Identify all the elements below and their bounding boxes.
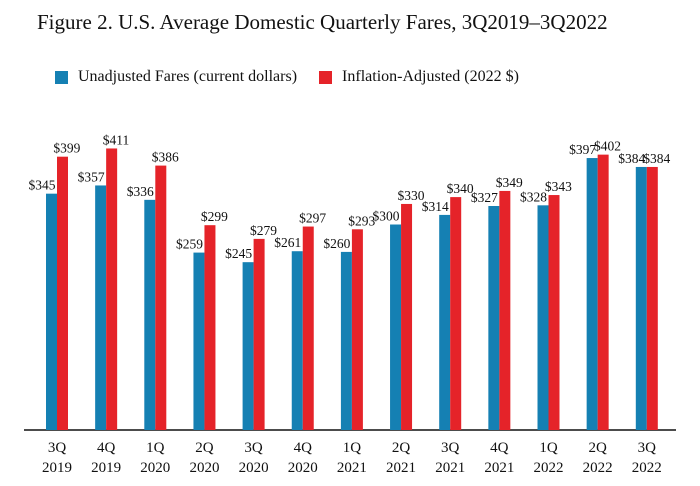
data-label-unadjusted-3Q-2019: $345 [29, 178, 56, 193]
data-label-unadjusted-4Q-2020: $261 [274, 235, 301, 250]
tick-label-quarter: 2Q [392, 440, 411, 456]
data-label-adjusted-1Q-2022: $343 [545, 179, 572, 194]
data-label-adjusted-4Q-2020: $297 [299, 211, 326, 226]
tick-label-year: 2022 [632, 460, 662, 476]
legend-swatch-unadjusted [55, 70, 68, 84]
tick-label-quarter: 4Q [294, 440, 313, 456]
bar-unadjusted-3Q-2021 [439, 214, 451, 430]
bar-adjusted-1Q-2020 [155, 165, 167, 430]
bar-adjusted-4Q-2020 [302, 226, 314, 430]
tick-label-year: 2020 [140, 460, 170, 476]
legend: Unadjusted Fares (current dollars) Infla… [55, 68, 541, 86]
bar-unadjusted-2Q-2020 [193, 252, 205, 430]
tick-label-year: 2021 [386, 460, 416, 476]
tick-label-year: 2020 [288, 460, 318, 476]
bar-unadjusted-4Q-2020 [291, 251, 303, 430]
tick-label-year: 2021 [337, 460, 367, 476]
bar-adjusted-2Q-2020 [204, 225, 216, 430]
bar-unadjusted-2Q-2021 [390, 224, 402, 430]
bar-adjusted-3Q-2020 [253, 238, 265, 430]
tick-label-year: 2019 [91, 460, 121, 476]
legend-item-unadjusted: Unadjusted Fares (current dollars) [55, 68, 297, 86]
bar-unadjusted-4Q-2019 [95, 185, 107, 430]
tick-label-year: 2020 [189, 460, 219, 476]
data-label-unadjusted-2Q-2022: $397 [569, 142, 596, 157]
data-label-unadjusted-3Q-2020: $245 [225, 246, 252, 261]
data-label-unadjusted-3Q-2021: $314 [422, 199, 449, 214]
tick-label-quarter: 3Q [638, 440, 657, 456]
tick-label-year: 2019 [42, 460, 72, 476]
bar-adjusted-1Q-2021 [351, 229, 363, 430]
bar-adjusted-2Q-2022 [597, 154, 609, 430]
data-label-adjusted-2Q-2020: $299 [201, 209, 228, 224]
data-label-unadjusted-3Q-2022: $384 [618, 151, 645, 166]
bar-unadjusted-3Q-2019 [46, 193, 57, 430]
bar-unadjusted-1Q-2021 [340, 251, 352, 430]
bar-adjusted-2Q-2021 [401, 203, 413, 430]
tick-label-quarter: 3Q [244, 440, 263, 456]
tick-label-year: 2021 [484, 460, 514, 476]
legend-label-adjusted: Inflation-Adjusted (2022 $) [342, 68, 519, 85]
tick-label-quarter: 1Q [539, 440, 558, 456]
tick-label-year: 2022 [583, 460, 613, 476]
tick-label-quarter: 1Q [146, 440, 165, 456]
bar-unadjusted-1Q-2022 [537, 205, 549, 430]
chart-title: Figure 2. U.S. Average Domestic Quarterl… [37, 10, 608, 34]
data-label-unadjusted-4Q-2019: $357 [78, 169, 105, 184]
tick-label-quarter: 2Q [588, 440, 607, 456]
data-label-unadjusted-2Q-2020: $259 [176, 237, 203, 252]
data-label-adjusted-3Q-2022: $384 [643, 151, 670, 166]
data-label-adjusted-2Q-2021: $330 [397, 188, 424, 203]
data-label-adjusted-1Q-2021: $293 [348, 213, 375, 228]
tick-label-year: 2020 [239, 460, 269, 476]
tick-label-year: 2021 [435, 460, 465, 476]
bar-adjusted-1Q-2022 [548, 195, 560, 430]
bar-adjusted-3Q-2021 [450, 197, 462, 430]
tick-label-quarter: 3Q [48, 440, 67, 456]
data-label-adjusted-2Q-2022: $402 [594, 139, 621, 154]
bar-unadjusted-3Q-2020 [242, 262, 254, 430]
bar-unadjusted-3Q-2022 [635, 166, 647, 430]
data-label-adjusted-3Q-2019: $399 [53, 141, 80, 156]
tick-label-quarter: 1Q [343, 440, 362, 456]
data-label-unadjusted-1Q-2021: $260 [323, 236, 350, 251]
bar-adjusted-3Q-2022 [646, 166, 658, 430]
bar-unadjusted-2Q-2022 [586, 158, 598, 430]
data-label-unadjusted-4Q-2021: $327 [471, 190, 498, 205]
data-label-adjusted-4Q-2021: $349 [496, 175, 523, 190]
data-label-unadjusted-1Q-2022: $328 [520, 189, 547, 204]
bar-unadjusted-1Q-2020 [144, 199, 156, 430]
legend-label-unadjusted: Unadjusted Fares (current dollars) [78, 68, 298, 85]
tick-label-quarter: 3Q [441, 440, 460, 456]
bar-adjusted-4Q-2021 [499, 190, 511, 430]
data-label-unadjusted-2Q-2021: $300 [373, 209, 400, 224]
data-label-adjusted-3Q-2021: $340 [447, 181, 474, 196]
bar-adjusted-3Q-2019 [57, 156, 68, 430]
legend-swatch-adjusted [319, 70, 333, 84]
tick-label-quarter: 2Q [195, 440, 214, 456]
bar-adjusted-4Q-2019 [106, 148, 118, 430]
data-label-adjusted-3Q-2020: $279 [250, 223, 277, 238]
data-label-adjusted-4Q-2019: $411 [103, 132, 130, 147]
tick-label-quarter: 4Q [97, 440, 116, 456]
tick-label-quarter: 4Q [490, 440, 509, 456]
bar-unadjusted-4Q-2021 [488, 206, 500, 430]
data-label-unadjusted-1Q-2020: $336 [127, 184, 154, 199]
legend-item-adjusted: Inflation-Adjusted (2022 $) [319, 68, 519, 86]
tick-label-year: 2022 [534, 460, 564, 476]
data-label-adjusted-1Q-2020: $386 [152, 150, 179, 165]
